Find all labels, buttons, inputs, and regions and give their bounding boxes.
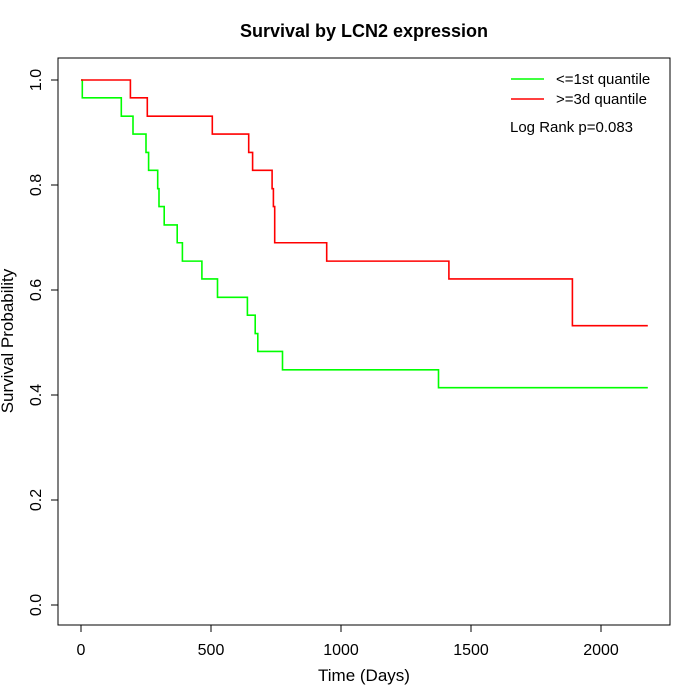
y-tick-label: 0.0 <box>28 594 45 616</box>
y-tick-label: 0.8 <box>28 174 45 196</box>
x-tick-label: 2000 <box>583 642 619 659</box>
x-tick-label: 0 <box>77 642 86 659</box>
survival-curves <box>81 79 648 389</box>
y-axis-label: Survival Probability <box>0 268 17 413</box>
y-tick-label: 0.6 <box>28 279 45 301</box>
x-tick-label: 500 <box>198 642 225 659</box>
survival-curve-high-quantile <box>81 79 648 327</box>
x-tick-label: 1500 <box>453 642 489 659</box>
y-tick-label: 1.0 <box>28 69 45 91</box>
chart-title: Survival by LCN2 expression <box>240 21 488 41</box>
y-tick-label: 0.2 <box>28 489 45 511</box>
x-axis-label: Time (Days) <box>318 666 410 685</box>
y-axis: 0.0 0.2 0.4 0.6 0.8 1.0 <box>28 69 59 616</box>
log-rank-annotation: Log Rank p=0.083 <box>510 119 633 136</box>
plot-frame <box>57 57 671 626</box>
legend-label: <=1st quantile <box>556 71 650 88</box>
y-tick-label: 0.4 <box>28 384 45 406</box>
legend: <=1st quantile >=3d quantile <box>511 71 650 108</box>
survival-curve-low-quantile <box>81 79 648 389</box>
legend-label: >=3d quantile <box>556 91 647 108</box>
x-tick-label: 1000 <box>323 642 359 659</box>
x-axis: 0 500 1000 1500 2000 <box>77 624 619 659</box>
